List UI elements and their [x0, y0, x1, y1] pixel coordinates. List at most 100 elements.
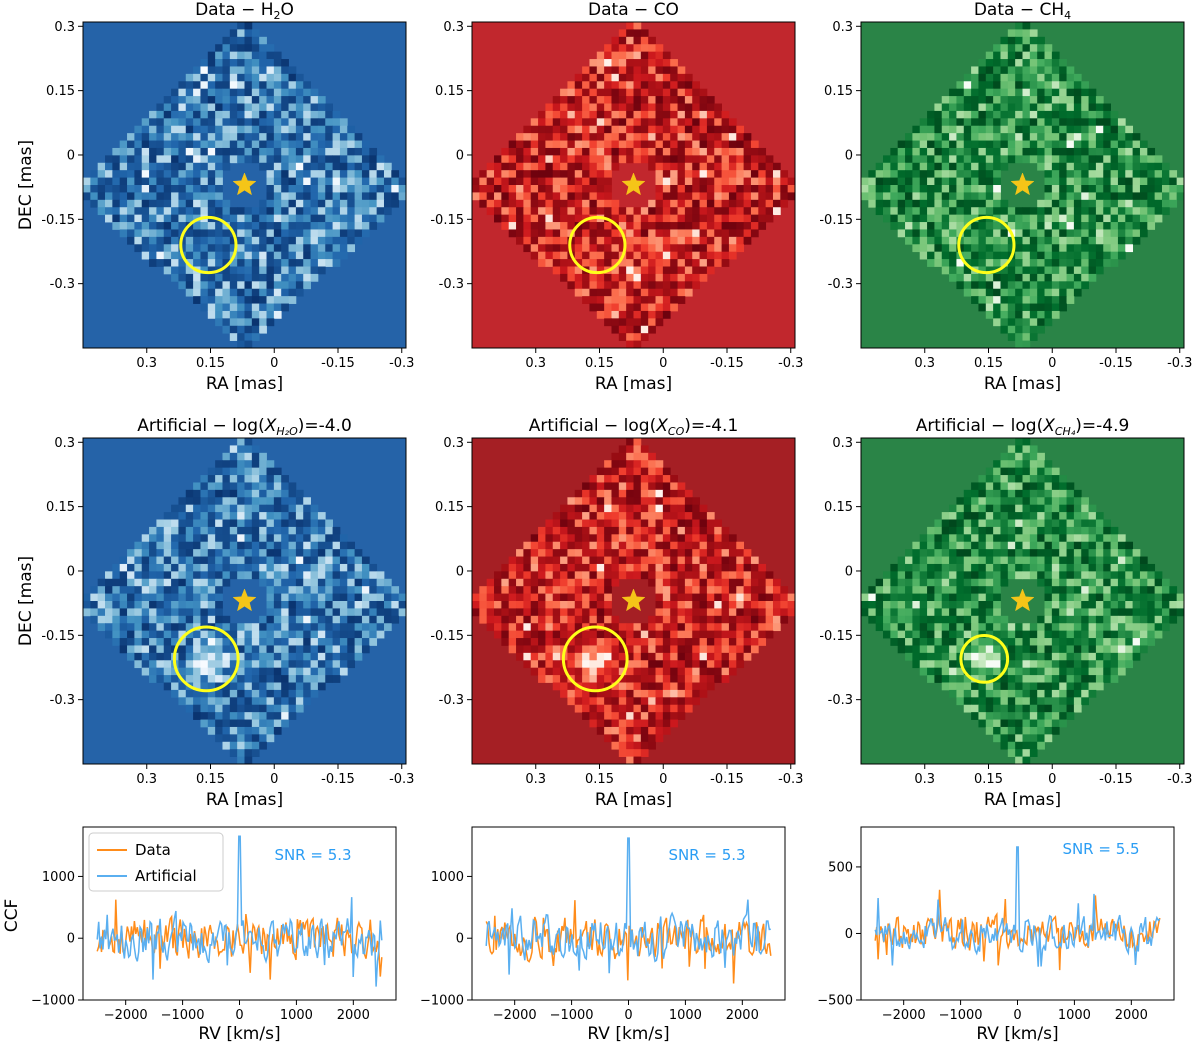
heatmap-cell: [662, 66, 671, 75]
heatmap-cell: [251, 519, 260, 528]
heatmap-cell: [1125, 133, 1134, 141]
y-tick-label: -0.3: [50, 277, 75, 292]
heatmap-cell: [611, 251, 620, 260]
heatmap-cell: [229, 623, 238, 632]
heatmap-cell: [582, 147, 590, 156]
heatmap-cell: [993, 236, 1001, 245]
heatmap-cell: [648, 266, 656, 275]
heatmap-cell: [310, 110, 319, 119]
heatmap-cell: [105, 630, 113, 639]
heatmap-cell: [538, 222, 546, 230]
heatmap-cell: [596, 296, 605, 304]
heatmap-cell: [728, 214, 737, 223]
heatmap-cell: [706, 608, 715, 617]
heatmap-cell: [369, 593, 378, 602]
heatmap-cell: [523, 207, 532, 216]
heatmap-cell: [971, 73, 979, 82]
heatmap-cell: [1000, 273, 1009, 282]
heatmap-cell: [919, 118, 928, 127]
heatmap-cell: [273, 467, 282, 476]
heatmap-cell: [1066, 118, 1075, 127]
heatmap-cell: [538, 608, 546, 617]
heatmap-cell: [692, 177, 700, 186]
heatmap-cell: [259, 155, 267, 164]
heatmap-cell: [288, 88, 297, 97]
heatmap-cell: [237, 133, 245, 141]
heatmap-cell: [655, 66, 664, 75]
heatmap-cell: [303, 81, 311, 90]
heatmap-cell: [288, 497, 297, 506]
heatmap-cell: [339, 578, 348, 587]
heatmap-cell: [200, 103, 209, 112]
heatmap-cell: [317, 578, 326, 587]
y-tick-label: 0.3: [443, 20, 464, 35]
heatmap-cell: [119, 185, 128, 193]
panel-title: Data − CO: [588, 0, 679, 20]
heatmap-cell: [633, 214, 642, 223]
title-prefix: Artificial − log(: [137, 416, 265, 436]
heatmap-cell: [618, 571, 627, 580]
heatmap-cell: [171, 155, 179, 164]
heatmap-cell: [1022, 236, 1031, 245]
heatmap-cell: [912, 192, 921, 201]
heatmap-cell: [237, 475, 245, 483]
heatmap-cell: [927, 229, 935, 238]
heatmap-cell: [266, 199, 275, 208]
heatmap-cell: [655, 162, 664, 171]
heatmap-cell: [259, 645, 267, 654]
heatmap-cell: [618, 645, 627, 654]
heatmap-cell: [178, 110, 187, 119]
heatmap-cell: [134, 162, 143, 171]
heatmap-cell: [670, 519, 678, 528]
heatmap-cell: [677, 125, 686, 134]
heatmap-cell: [1161, 207, 1170, 216]
heatmap-cell: [251, 229, 260, 238]
heatmap-cell: [288, 586, 297, 594]
heatmap-cell: [538, 541, 546, 550]
heatmap-cell: [259, 147, 267, 156]
heatmap-cell: [582, 162, 590, 171]
heatmap-cell: [706, 645, 715, 654]
heatmap-cell: [185, 675, 194, 683]
heatmap-cell: [963, 170, 972, 178]
heatmap-cell: [655, 310, 664, 319]
heatmap-cell: [97, 192, 106, 201]
heatmap-cell: [310, 615, 319, 624]
heatmap-cell: [376, 155, 385, 164]
heatmap-cell: [626, 652, 634, 661]
heatmap-cell: [1022, 44, 1031, 53]
heatmap-cell: [281, 667, 289, 676]
heatmap-cell: [251, 741, 260, 750]
heatmap-cell: [655, 519, 664, 528]
heatmap-cell: [259, 549, 267, 557]
heatmap-cell: [772, 593, 781, 602]
heatmap-cell: [244, 734, 253, 743]
heatmap-cell: [310, 96, 319, 104]
heatmap-cell: [193, 207, 201, 216]
heatmap-cell: [993, 192, 1001, 201]
heatmap-cell: [244, 259, 253, 267]
heatmap-cell: [574, 645, 583, 654]
heatmap-cell: [780, 608, 789, 617]
heatmap-cell: [200, 170, 209, 178]
heatmap-cell: [640, 44, 649, 53]
heatmap-cell: [670, 133, 678, 141]
heatmap-cell: [141, 222, 150, 230]
heatmap-cell: [971, 296, 979, 304]
heatmap-cell: [251, 140, 260, 149]
heatmap-cell: [699, 259, 708, 267]
heatmap-cell: [677, 593, 686, 602]
heatmap-cell: [295, 630, 304, 639]
heatmap-cell: [728, 244, 737, 253]
heatmap-cell: [912, 155, 921, 164]
heatmap-cell: [1073, 147, 1082, 156]
heatmap-cell: [596, 281, 605, 290]
heatmap-cell: [251, 110, 260, 119]
heatmap-cell: [1088, 266, 1097, 275]
heatmap-cell: [178, 623, 187, 632]
heatmap-cell: [332, 601, 341, 609]
heatmap-cell: [1029, 333, 1038, 341]
heatmap-cell: [633, 118, 642, 127]
heatmap-cell: [156, 556, 165, 565]
heatmap-cell: [890, 222, 899, 230]
